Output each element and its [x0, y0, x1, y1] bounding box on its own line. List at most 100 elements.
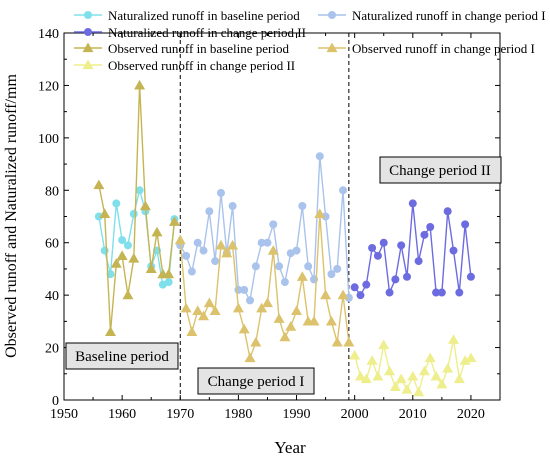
data-point — [447, 334, 459, 344]
data-point — [186, 326, 198, 336]
data-point — [285, 321, 297, 331]
data-point — [163, 268, 175, 279]
data-point — [362, 280, 371, 289]
data-point — [129, 209, 138, 218]
series-6 — [349, 334, 477, 397]
legend-item: Naturalized runoff in change period II — [74, 25, 306, 40]
data-point — [116, 250, 128, 260]
data-point — [331, 336, 343, 347]
data-point — [193, 238, 202, 247]
data-point — [325, 315, 337, 326]
data-point — [430, 370, 442, 381]
data-point — [443, 207, 452, 216]
legend-label: Naturalized runoff in change period I — [352, 8, 546, 23]
data-point — [466, 272, 475, 281]
data-point — [261, 297, 273, 308]
data-point — [349, 349, 361, 360]
series-line — [98, 85, 176, 332]
data-point — [356, 291, 365, 300]
data-point — [227, 239, 239, 250]
data-point — [187, 267, 196, 276]
data-point — [432, 288, 441, 297]
data-point — [118, 236, 127, 245]
data-point — [128, 252, 140, 263]
data-point — [123, 241, 132, 250]
data-point — [442, 363, 454, 373]
legend-item: Observed runoff in baseline period — [74, 41, 289, 56]
annotation-change-period-2: Change period II — [379, 156, 502, 184]
data-point — [151, 226, 163, 237]
legend: Naturalized runoff in baseline period Nat… — [74, 8, 546, 73]
series-line — [98, 187, 176, 286]
x-tick-label: 2010 — [399, 407, 427, 422]
data-point — [216, 188, 225, 197]
series-line — [179, 156, 350, 303]
data-point — [449, 246, 458, 255]
y-tick-label: 20 — [45, 342, 59, 357]
data-point — [413, 386, 425, 397]
data-point — [378, 339, 390, 350]
data-point — [106, 270, 115, 279]
data-point — [461, 220, 470, 229]
legend-label: Observed runoff in change period I — [352, 41, 535, 56]
x-tick-label: 1970 — [166, 407, 194, 422]
data-point — [385, 288, 394, 297]
data-point — [437, 288, 446, 297]
series-line — [354, 339, 472, 395]
data-point — [100, 246, 109, 255]
data-point — [269, 220, 278, 229]
data-point — [110, 258, 122, 268]
data-point — [135, 186, 144, 195]
legend-label: Observed runoff in baseline period — [108, 41, 289, 56]
data-point — [279, 331, 291, 342]
data-point — [315, 152, 324, 161]
y-axis-label: Observed runoff and Naturalized runoff/m… — [3, 74, 20, 358]
legend-marker — [84, 28, 92, 36]
x-tick-label: 1950 — [50, 407, 78, 422]
data-point — [180, 302, 192, 313]
data-point — [174, 234, 186, 245]
data-point — [199, 246, 208, 255]
legend-label: Naturalized runoff in baseline period — [108, 8, 300, 23]
x-tick-label: 1960 — [108, 407, 136, 422]
data-point — [344, 293, 353, 302]
data-point — [256, 302, 268, 313]
data-point — [215, 239, 227, 250]
data-point — [354, 370, 366, 381]
data-point — [93, 179, 105, 190]
data-point — [373, 251, 382, 260]
data-point — [228, 202, 237, 211]
data-point — [139, 200, 151, 211]
data-point — [459, 355, 471, 365]
data-point — [122, 289, 134, 300]
data-point — [455, 288, 464, 297]
data-point — [343, 336, 355, 347]
data-point — [314, 208, 326, 219]
y-tick-label: 80 — [45, 184, 59, 199]
data-point — [408, 199, 417, 208]
data-point — [112, 199, 121, 208]
data-point — [389, 381, 401, 392]
data-point — [391, 275, 400, 284]
series-layer — [93, 79, 477, 397]
data-point — [397, 241, 406, 250]
data-point — [99, 208, 111, 219]
data-point — [379, 238, 388, 247]
data-point — [401, 384, 413, 394]
data-point — [407, 370, 419, 381]
data-point — [267, 245, 279, 255]
data-point — [273, 313, 285, 323]
data-point — [395, 373, 407, 384]
data-point — [145, 263, 157, 274]
y-tick-label: 120 — [38, 79, 59, 94]
data-point — [251, 262, 260, 271]
data-point — [105, 326, 117, 336]
data-point — [203, 297, 215, 308]
series-3 — [350, 199, 475, 300]
axes: 1950 1960 1970 1980 1990 2000 2010 2020 0 20 40 60 8… — [38, 27, 501, 422]
data-point — [238, 323, 250, 334]
data-point — [350, 283, 359, 292]
x-tick-label: 1980 — [224, 407, 252, 422]
data-point — [275, 262, 284, 271]
data-point — [164, 278, 173, 287]
